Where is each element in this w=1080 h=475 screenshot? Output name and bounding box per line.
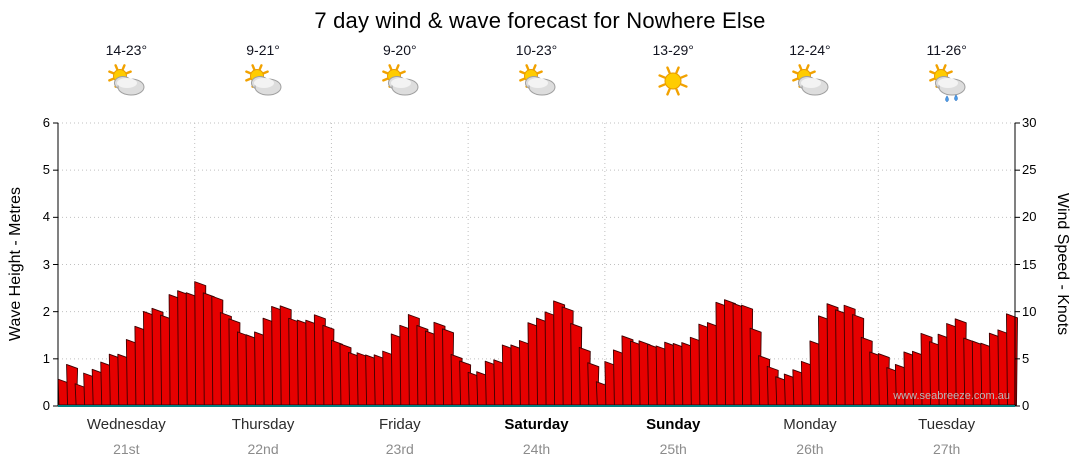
day-name: Tuesday: [918, 416, 976, 433]
partly-cloudy-icon: [513, 62, 561, 102]
right-axis-label: Wind Speed - Knots: [1054, 192, 1071, 336]
right-tick-label: 25: [1022, 162, 1037, 178]
day-name: Monday: [783, 416, 837, 433]
day-date: 22nd: [247, 441, 279, 457]
day-date: 21st: [113, 441, 140, 457]
day-date: 26th: [796, 441, 824, 457]
right-tick-label: 5: [1022, 350, 1030, 366]
left-tick-label: 6: [42, 115, 50, 130]
right-tick-label: 0: [1022, 398, 1030, 413]
watermark: www.seabreeze.com.au: [893, 390, 1010, 402]
partly-cloudy-rain-icon: [923, 62, 971, 103]
right-tick-label: 20: [1022, 209, 1037, 225]
day-date: 27th: [933, 441, 961, 457]
partly-cloudy-icon: [376, 62, 424, 102]
left-tick-label: 5: [42, 162, 50, 178]
day-date: 25th: [659, 441, 687, 457]
day-temp: 12-24°: [789, 42, 831, 58]
day-temp: 14-23°: [105, 42, 148, 58]
day-name: Thursday: [231, 416, 295, 433]
day-name: Sunday: [646, 416, 701, 433]
partly-cloudy-icon: [239, 62, 287, 102]
partly-cloudy-icon: [786, 62, 834, 102]
day-name: Wednesday: [86, 416, 166, 433]
day-temp: 13-29°: [652, 42, 694, 58]
partly-cloudy-icon: [102, 62, 150, 102]
day-date: 24th: [522, 441, 551, 457]
day-name: Saturday: [504, 416, 569, 433]
left-tick-label: 3: [42, 256, 50, 272]
right-tick-label: 30: [1022, 115, 1037, 130]
day-temp: 9-20°: [382, 42, 417, 58]
sunny-icon: [649, 62, 697, 102]
day-temp: 11-26°: [926, 42, 967, 58]
page-title: 7 day wind & wave forecast for Nowhere E…: [314, 8, 766, 33]
right-tick-label: 10: [1022, 303, 1037, 319]
left-tick-label: 4: [42, 209, 50, 225]
day-date: 23rd: [385, 441, 414, 457]
left-tick-label: 1: [42, 350, 50, 366]
left-tick-label: 2: [42, 303, 50, 319]
day-temp: 9-21°: [246, 42, 280, 58]
day-name: Friday: [378, 416, 421, 433]
day-temp: 10-23°: [515, 42, 558, 58]
right-tick-label: 15: [1022, 256, 1037, 272]
left-axis-label: Wave Height - Metres: [7, 186, 24, 342]
left-tick-label: 0: [42, 398, 50, 413]
